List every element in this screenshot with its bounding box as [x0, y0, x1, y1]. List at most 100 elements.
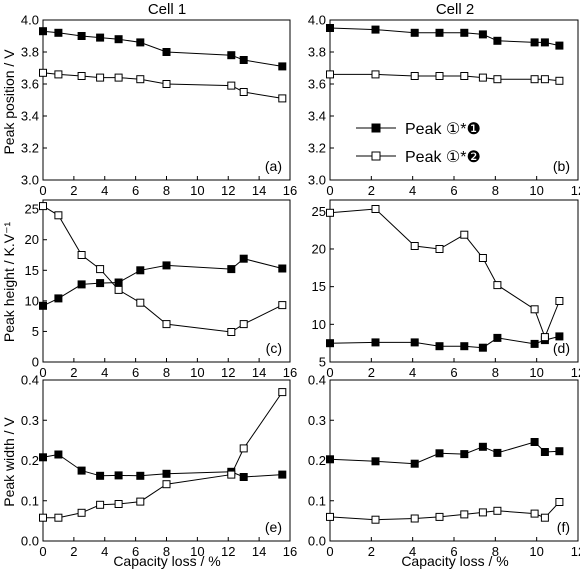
- data-point-open: [371, 70, 380, 79]
- x-axis-title-cell-1: Capacity loss / %: [113, 553, 220, 569]
- data-point-open: [371, 205, 380, 213]
- x-tick-label: 14: [252, 365, 266, 380]
- data-point-filled: [540, 38, 549, 47]
- data-point-filled: [371, 457, 380, 466]
- series-line-filled: [42, 258, 283, 307]
- data-point-open: [493, 75, 502, 84]
- legend: Peak ①*❶ Peak ①*❷: [356, 121, 481, 166]
- data-point-open: [460, 510, 469, 519]
- y-tick-label: 0.0: [308, 534, 326, 549]
- series-line-open: [330, 73, 560, 82]
- data-point-filled: [478, 343, 487, 352]
- x-tick-label: 2: [368, 544, 375, 559]
- data-point-filled: [227, 265, 236, 274]
- data-point-filled: [478, 30, 487, 39]
- data-point-open: [540, 75, 549, 84]
- data-point-open: [555, 498, 564, 506]
- x-tick-label: 12: [221, 183, 235, 198]
- row-label-peak-width: Peak width / V: [1, 417, 17, 507]
- y-tick-label: 20: [25, 232, 39, 247]
- data-point-open: [460, 230, 469, 239]
- data-point-filled: [239, 473, 248, 481]
- series-line-filled: [329, 441, 560, 465]
- legend-marker-open: [371, 151, 381, 161]
- y-tick-label: 0.3: [308, 413, 326, 428]
- legend-marker-filled: [371, 123, 381, 133]
- y-tick-label: 0.2: [308, 453, 326, 468]
- x-tick-label: 2: [368, 183, 375, 198]
- data-point-filled: [326, 339, 334, 348]
- y-tick-label: 3.6: [308, 77, 326, 92]
- y-tick-label: 0.0: [21, 534, 39, 549]
- data-point-open: [239, 320, 248, 329]
- data-point-filled: [227, 51, 236, 60]
- data-point-filled: [162, 261, 171, 270]
- y-tick-label: 3.2: [21, 141, 39, 156]
- data-point-filled: [136, 471, 145, 480]
- data-point-filled: [326, 455, 334, 464]
- data-point-open: [493, 506, 502, 515]
- data-point-open: [114, 73, 123, 82]
- data-point-open: [493, 281, 502, 290]
- y-tick-label: 5: [319, 355, 326, 370]
- data-point-open: [278, 301, 287, 310]
- y-tick-label: 25: [25, 202, 39, 217]
- data-point-filled: [278, 470, 287, 479]
- row-label-peak-position: Peak position / V: [1, 49, 17, 155]
- data-point-filled: [326, 24, 334, 32]
- data-point-open: [136, 298, 145, 307]
- data-point-open: [96, 73, 105, 82]
- y-tick-label: 3.8: [21, 45, 39, 60]
- x-tick-label: 0: [39, 183, 46, 198]
- data-point-open: [239, 444, 248, 453]
- series-line-open: [329, 208, 560, 339]
- panel-tag-f: (f): [557, 519, 570, 535]
- y-tick-label: 3.6: [21, 77, 39, 92]
- data-point-filled: [278, 62, 287, 71]
- series-line-filled: [42, 453, 283, 478]
- column-title-cell-1: Cell 1: [148, 1, 186, 18]
- data-point-open: [540, 333, 549, 342]
- x-tick-label: 12: [571, 365, 580, 380]
- legend-label-peak-1: Peak ①*❶: [405, 121, 481, 138]
- data-point-filled: [77, 280, 86, 289]
- data-point-open: [410, 242, 419, 250]
- y-tick-label: 15: [312, 279, 326, 294]
- x-tick-label: 8: [492, 365, 499, 380]
- x-tick-label: 4: [101, 544, 108, 559]
- panel-tag-c: (c): [266, 340, 282, 356]
- data-point-filled: [530, 438, 539, 446]
- data-point-open: [96, 265, 105, 274]
- y-tick-label: 3.0: [21, 173, 39, 188]
- data-point-filled: [530, 339, 539, 348]
- x-tick-label: 4: [101, 365, 108, 380]
- data-point-filled: [435, 342, 444, 351]
- x-tick-label: 6: [132, 544, 139, 559]
- x-tick-label: 16: [283, 544, 297, 559]
- x-tick-label: 4: [409, 365, 416, 380]
- panel-a: 0 2 4 6 8 10 12 14 16 3.0 3.2 3.4 3.6 3.8 4.0 (a): [21, 13, 297, 199]
- y-tick-label: 3.4: [21, 109, 39, 124]
- data-point-filled: [460, 28, 469, 37]
- data-point-open: [114, 285, 123, 294]
- legend-label-peak-2: Peak ①*❷: [405, 149, 481, 166]
- data-point-open: [530, 305, 539, 314]
- data-point-filled: [162, 469, 171, 478]
- x-tick-label: 16: [283, 183, 297, 198]
- panel-tag-d: (d): [553, 340, 570, 356]
- data-point-filled: [114, 278, 123, 287]
- x-tick-label: 8: [492, 544, 499, 559]
- y-tick-label: 0.1: [308, 493, 326, 508]
- y-tick-label: 3.8: [308, 45, 326, 60]
- data-point-filled: [136, 266, 145, 275]
- data-point-open: [478, 508, 487, 517]
- x-tick-label: 6: [450, 544, 457, 559]
- panel-tag-b: (b): [553, 158, 570, 174]
- data-point-filled: [114, 35, 123, 44]
- data-point-filled: [39, 27, 47, 36]
- y-tick-label: 25: [312, 204, 326, 219]
- data-point-filled: [39, 453, 47, 462]
- data-point-filled: [162, 48, 171, 56]
- data-point-filled: [478, 442, 487, 451]
- data-point-open: [227, 81, 236, 90]
